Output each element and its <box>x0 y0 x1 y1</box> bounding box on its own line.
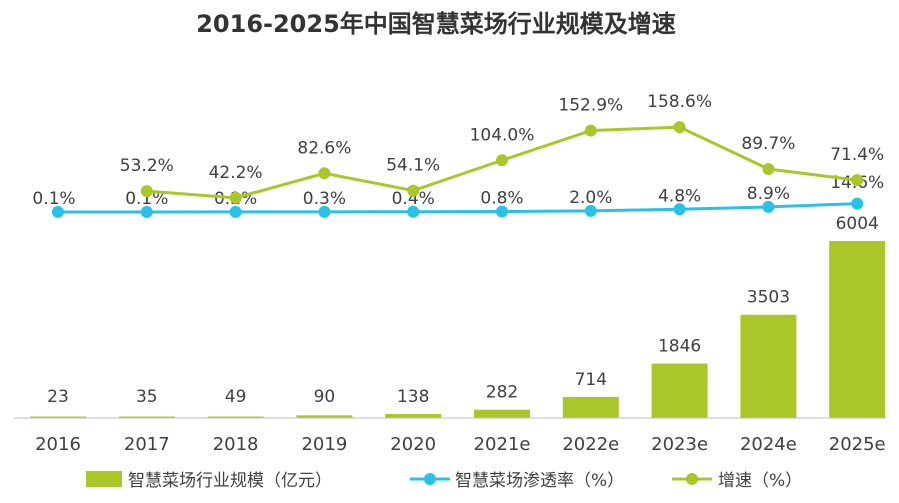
bar-label-2021e: 282 <box>486 383 518 403</box>
growth-point-2025e <box>851 174 864 187</box>
legend-label-penetration: 智慧菜场渗透率（%） <box>455 471 624 491</box>
bar-series: 23 35 49 90 138 282 714 1846 3503 6004 <box>30 214 886 418</box>
bar-2025e <box>829 241 886 418</box>
penetration-point-2022e <box>584 204 597 217</box>
bar-label-2025e: 6004 <box>836 214 879 234</box>
penetration-label-2019: 0.3% <box>303 189 346 209</box>
legend-label-scale: 智慧菜场行业规模（亿元） <box>128 471 332 491</box>
x-tick-2025e: 2025e <box>829 434 886 455</box>
penetration-point-2017 <box>140 205 153 218</box>
penetration-label-2020: 0.4% <box>392 189 435 209</box>
x-tick-2016: 2016 <box>35 434 81 455</box>
growth-label-2021e: 104.0% <box>470 125 535 145</box>
growth-point-2017 <box>140 185 153 198</box>
growth-label-2024e: 89.7% <box>741 134 795 154</box>
penetration-point-2024e <box>762 200 775 213</box>
growth-point-2019 <box>318 167 331 180</box>
chart-title: 2016-2025年中国智慧菜场行业规模及增速 <box>196 10 676 38</box>
penetration-point-2021e <box>496 205 508 218</box>
bar-label-2017: 35 <box>136 387 158 407</box>
growth-point-2018 <box>229 191 242 204</box>
growth-point-2021e <box>496 154 508 167</box>
penetration-point-2018 <box>229 205 242 218</box>
x-tick-2023e: 2023e <box>651 434 708 455</box>
bar-2016 <box>30 416 86 418</box>
penetration-label-2022e: 2.0% <box>569 188 612 208</box>
growth-label-2019: 82.6% <box>297 138 351 158</box>
x-tick-2021e: 2021e <box>474 434 531 455</box>
penetration-point-2016 <box>52 205 64 218</box>
growth-series: 53.2% 42.2% 82.6% 54.1% 104.0% 152.9% 158.6% 89… <box>120 92 884 204</box>
penetration-label-2023e: 4.8% <box>658 186 701 206</box>
legend-swatch-penetration-dot <box>424 473 436 485</box>
bar-2024e <box>740 314 797 418</box>
penetration-label-2021e: 0.8% <box>480 189 523 209</box>
x-axis-ticks: 2016 2017 2018 2019 2020 2021e 2022e 2023e 2024e… <box>35 434 886 455</box>
legend-swatch-growth-dot <box>686 473 698 485</box>
x-tick-2024e: 2024e <box>740 434 797 455</box>
bar-label-2022e: 714 <box>575 370 607 390</box>
growth-point-2024e <box>762 162 775 175</box>
bar-label-2018: 49 <box>225 387 247 407</box>
bar-2021e <box>474 409 530 418</box>
bar-2023e <box>651 363 708 418</box>
bar-2018 <box>207 416 264 418</box>
x-tick-2018: 2018 <box>213 434 259 455</box>
penetration-point-2023e <box>673 203 686 216</box>
x-tick-2019: 2019 <box>301 434 347 455</box>
legend: 智慧菜场行业规模（亿元） 智慧菜场渗透率（%） 增速（%） <box>86 471 802 491</box>
penetration-point-2020 <box>407 205 420 218</box>
legend-label-growth: 增速（%） <box>718 471 802 491</box>
bar-label-2024e: 3503 <box>747 288 790 308</box>
growth-label-2025e: 71.4% <box>830 145 884 165</box>
bar-2017 <box>118 416 175 418</box>
bar-label-2019: 90 <box>314 387 336 407</box>
bar-2020 <box>385 413 442 418</box>
bar-2022e <box>562 396 619 418</box>
penetration-label-2016: 0.1% <box>32 189 75 209</box>
penetration-point-2019 <box>318 205 331 218</box>
x-tick-2022e: 2022e <box>562 434 619 455</box>
bar-label-2023e: 1846 <box>658 337 701 357</box>
legend-swatch-scale <box>86 471 122 487</box>
penetration-line <box>58 202 858 214</box>
growth-point-2020 <box>407 184 420 197</box>
bar-2019 <box>296 415 353 418</box>
growth-point-2022e <box>584 124 597 137</box>
growth-point-2023e <box>673 121 686 134</box>
bar-label-2016: 23 <box>47 387 69 407</box>
penetration-point-2025e <box>851 197 864 210</box>
growth-label-2022e: 152.9% <box>558 96 623 116</box>
penetration-series: 0.1%0.1%0.2%0.3%0.4%0.8%2.0%4.8%8.9%14.6… <box>32 173 884 218</box>
bar-label-2020: 138 <box>397 387 429 407</box>
x-tick-2017: 2017 <box>124 434 170 455</box>
growth-label-2017: 53.2% <box>120 156 174 176</box>
growth-label-2018: 42.2% <box>209 163 263 183</box>
growth-label-2020: 54.1% <box>386 156 440 176</box>
penetration-label-2017: 0.1% <box>125 189 168 209</box>
penetration-label-2024e: 8.9% <box>747 184 790 204</box>
growth-label-2023e: 158.6% <box>647 92 712 112</box>
x-tick-2020: 2020 <box>390 434 436 455</box>
